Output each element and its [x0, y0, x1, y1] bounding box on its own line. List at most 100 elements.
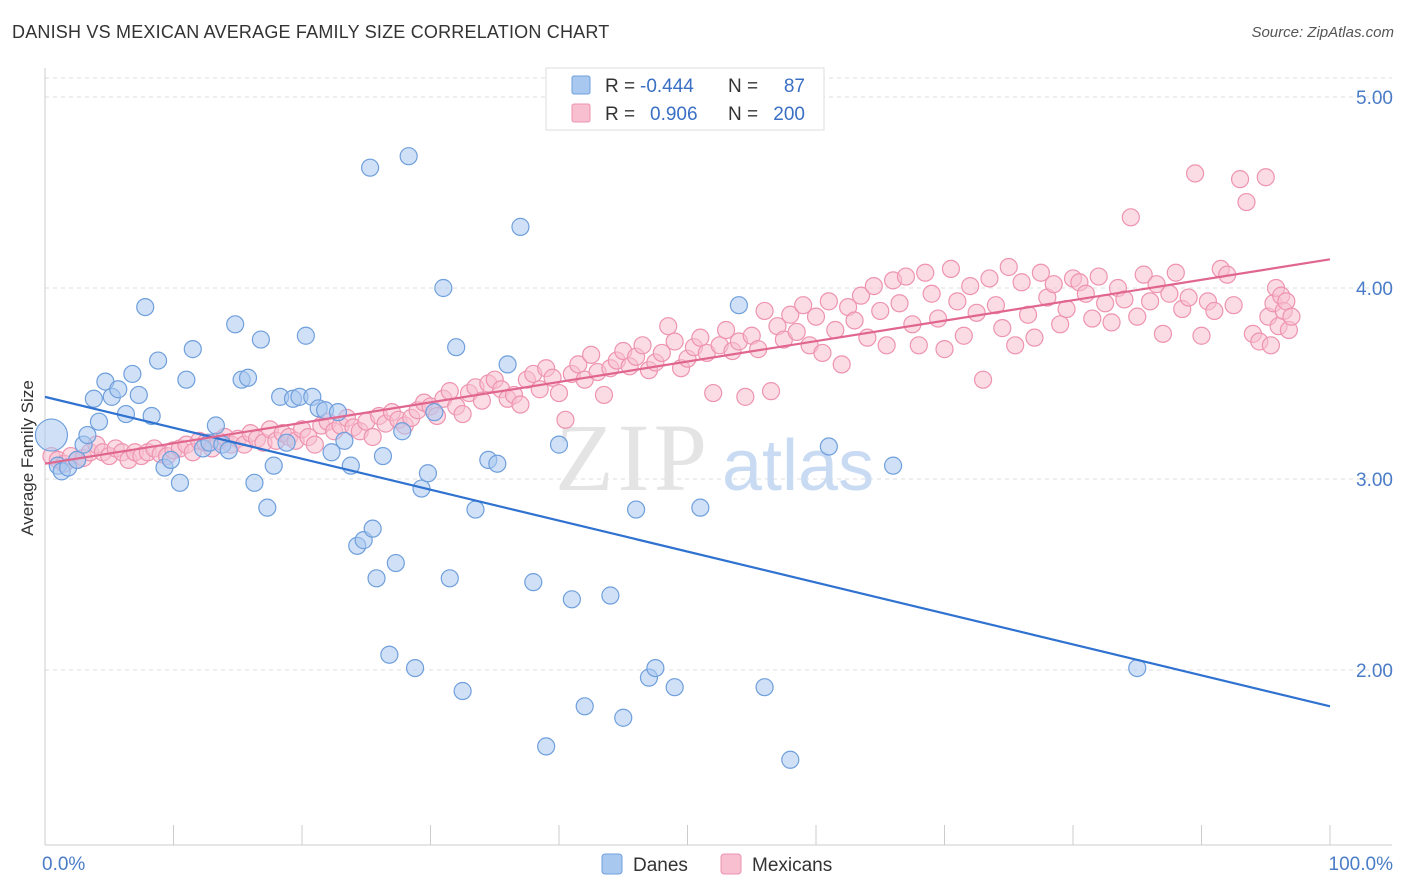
tick-labels: 2.00 3.00 4.00 5.00 0.0% 100.0%	[42, 88, 1393, 875]
stats-legend: R = -0.444 N = 87 R = 0.906 N = 200	[545, 67, 825, 131]
dane-point-80	[665, 678, 684, 697]
mexican-point-189	[1256, 168, 1275, 187]
mexican-point-126	[851, 286, 871, 305]
dane-point-22	[183, 340, 202, 359]
dane-point-30	[238, 368, 258, 387]
dane-point-62	[440, 569, 459, 588]
mexican-point-132	[890, 294, 909, 313]
y-axis-label: Average Family Size	[18, 380, 37, 536]
watermark-atlas: atlas	[722, 426, 874, 506]
dane-point-76	[614, 708, 633, 727]
mexican-point-108	[736, 387, 755, 406]
y-tick-label-2: 4.00	[1356, 279, 1393, 300]
dane-point-86	[883, 456, 903, 475]
mexican-point-185	[1230, 170, 1250, 189]
dane-point-59	[418, 464, 438, 483]
mexican-point-181	[1205, 301, 1224, 321]
legend-n-value-danes: 87	[784, 76, 805, 97]
source-label: Source: ZipAtlas.com	[1251, 24, 1394, 41]
mexican-point-175	[1166, 263, 1185, 282]
series-legend-swatch-danes	[601, 853, 623, 875]
mexican-point-186	[1237, 192, 1256, 212]
dane-point-36	[277, 433, 296, 452]
legend-n-label-mexicans: N =	[728, 104, 758, 125]
mexican-point-135	[909, 336, 928, 355]
mexican-point-178	[1185, 164, 1205, 183]
mexican-point-115	[781, 305, 800, 324]
mexican-point-123	[832, 355, 851, 374]
mexican-point-143	[961, 276, 980, 296]
watermark-zip: ZIP	[555, 404, 711, 511]
mexican-point-105	[716, 320, 736, 340]
y-tick-label-1: 3.00	[1356, 470, 1393, 491]
mexican-point-169	[1128, 307, 1147, 326]
series-legend-label-danes: Danes	[633, 855, 688, 876]
mexican-point-151	[1012, 273, 1031, 292]
mexican-point-95	[652, 343, 671, 363]
mexican-point-101	[691, 328, 710, 347]
dane-point-51	[367, 569, 386, 588]
mexican-point-133	[896, 267, 916, 286]
dane-point-34	[264, 456, 283, 475]
dane-point-68	[498, 355, 517, 374]
dane-point-79	[646, 658, 665, 678]
dane-point-54	[386, 553, 405, 573]
mexican-point-117	[794, 296, 813, 315]
dane-point-32	[251, 330, 270, 349]
mexican-point-84	[582, 345, 601, 364]
y-tick-label-3: 5.00	[1356, 88, 1393, 109]
dane-point-8	[89, 412, 109, 431]
dane-point-71	[537, 737, 556, 756]
mexican-point-139	[935, 340, 954, 359]
dane-point-43	[322, 443, 341, 462]
dane-point-19	[161, 450, 181, 469]
dane-point-25	[206, 416, 226, 435]
chart-title: DANISH VS MEXICAN AVERAGE FAMILY SIZE CO…	[12, 22, 610, 42]
legend-swatch-danes	[571, 75, 591, 95]
dane-point-55	[393, 422, 412, 441]
mexican-point-80	[556, 410, 575, 429]
dane-point-39	[296, 326, 315, 345]
mexican-point-177	[1179, 288, 1198, 307]
mexican-point-64	[453, 404, 472, 424]
dane-point-65	[466, 500, 485, 519]
dane-point-63	[447, 338, 466, 357]
mexican-point-173	[1153, 324, 1173, 343]
mexican-point-136	[916, 263, 935, 282]
mexican-point-153	[1025, 328, 1044, 347]
mexican-point-86	[594, 385, 614, 405]
dane-point-73	[562, 590, 581, 609]
dane-point-69	[511, 217, 530, 236]
mexican-point-197	[1277, 292, 1296, 311]
dane-point-60	[425, 403, 444, 422]
mexican-point-112	[761, 382, 781, 401]
mexican-point-120	[813, 343, 832, 363]
dane-point-75	[601, 586, 620, 605]
mexican-point-141	[948, 292, 967, 311]
mexican-point-152	[1018, 305, 1038, 324]
mexican-point-129	[871, 301, 890, 321]
mexican-point-157	[1051, 315, 1070, 334]
dane-point-74	[575, 697, 594, 716]
mexican-point-179	[1192, 326, 1211, 345]
mexican-point-174	[1160, 284, 1179, 303]
mexican-point-67	[472, 391, 491, 410]
dane-point-83	[755, 678, 774, 697]
dane-point-56	[399, 147, 418, 166]
mexican-point-97	[665, 332, 684, 351]
mexican-point-164	[1096, 294, 1115, 313]
series-legend-swatch-mexicans	[720, 853, 742, 875]
mexican-point-116	[787, 322, 806, 342]
dane-point-52	[373, 446, 393, 466]
mexican-point-41	[305, 435, 324, 454]
mexican-point-156	[1044, 275, 1063, 294]
mexican-point-125	[845, 311, 864, 330]
legend-swatch-mexicans	[571, 103, 591, 123]
dane-point-45	[335, 431, 354, 450]
mexican-point-96	[659, 317, 678, 336]
mexican-point-184	[1224, 296, 1243, 315]
series-legend: Danes Mexicans	[601, 853, 832, 876]
dane-point-61	[434, 278, 453, 298]
dane-point-67	[488, 454, 507, 473]
